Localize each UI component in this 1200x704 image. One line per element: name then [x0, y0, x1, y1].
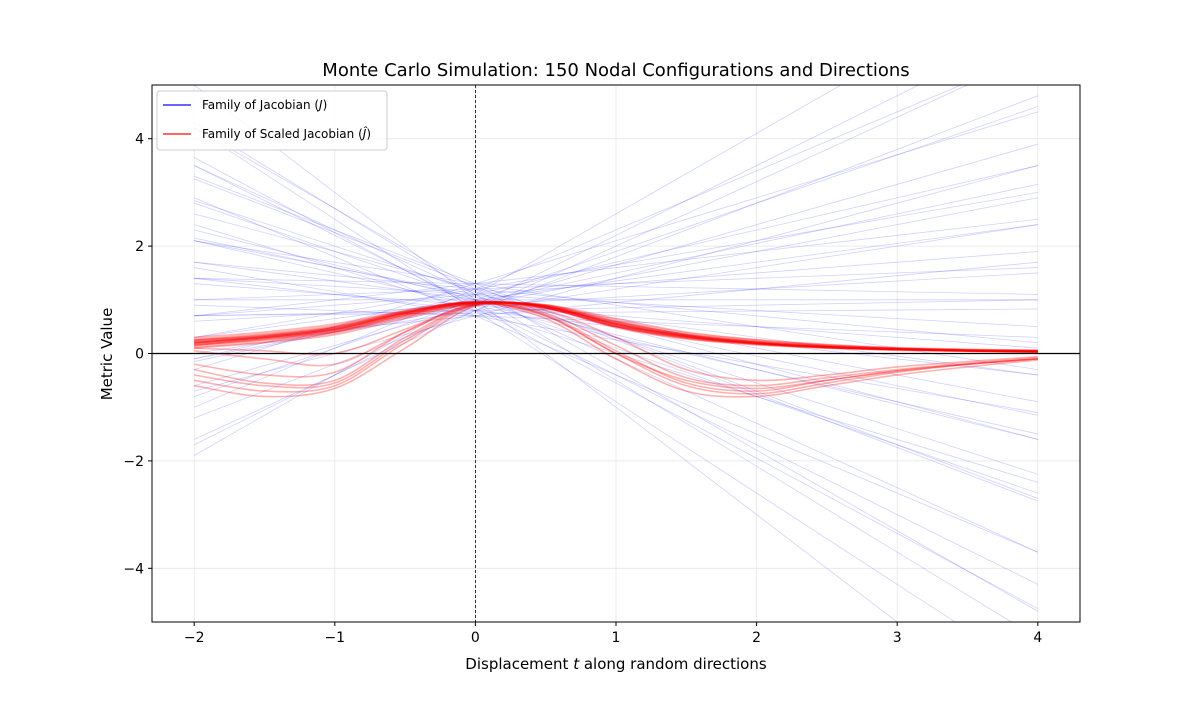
x-tick-label: 2: [752, 630, 761, 646]
jacobian-line: [193, 122, 1013, 622]
legend-label-scaled-jacobian: Family of Scaled Jacobian (Ĵ): [202, 127, 371, 141]
scaled-jacobian-curve: [194, 301, 1038, 352]
jacobian-line: [194, 197, 1038, 360]
jacobian-line: [194, 267, 1038, 301]
y-tick-label: 0: [135, 347, 144, 363]
scaled-jacobian-curve: [194, 301, 1038, 367]
jacobian-line: [194, 267, 1038, 413]
jacobian-line: [194, 197, 1038, 553]
scaled-jacobian-curve: [194, 300, 1038, 353]
jacobian-line: [194, 224, 1038, 354]
legend-box: [156, 90, 388, 151]
chart-title: Monte Carlo Simulation: 150 Nodal Config…: [322, 60, 909, 81]
axis-ticks: −2 −1 0 1 2 3 4 −4 −2 0 2 4: [123, 132, 1042, 646]
jacobian-series: [193, 85, 1039, 622]
jacobian-line: [194, 240, 1038, 435]
jacobian-line: [193, 85, 842, 456]
scaled-jacobian-curve: [194, 300, 1038, 378]
jacobian-line: [194, 299, 1038, 317]
jacobian-line: [194, 165, 1038, 585]
jacobian-line: [194, 106, 1038, 397]
scaled-jacobian-curve: [194, 301, 1038, 386]
scaled-jacobian-curve: [194, 301, 1038, 353]
jacobian-line: [194, 178, 1038, 502]
x-tick-label: 0: [471, 630, 480, 646]
jacobian-line: [194, 240, 1038, 403]
x-axis-label: Displacement t along random directions: [465, 655, 767, 673]
jacobian-line: [194, 251, 1038, 317]
jacobian-line: [194, 304, 1038, 338]
scaled-jacobian-curve: [194, 302, 1038, 387]
jacobian-line: [194, 283, 1038, 349]
jacobian-line: [193, 127, 956, 622]
jacobian-line: [194, 192, 1038, 338]
jacobian-line: [194, 218, 1038, 317]
jacobian-line: [194, 240, 1038, 371]
y-tick-label: 4: [135, 132, 144, 148]
x-tick-label: −1: [324, 630, 345, 646]
jacobian-line: [193, 157, 1039, 609]
y-tick-label: −2: [123, 454, 144, 470]
jacobian-line: [194, 111, 1038, 370]
jacobian-line: [194, 85, 969, 440]
jacobian-line: [194, 261, 1038, 344]
scaled-jacobian-curve: [194, 301, 1038, 352]
jacobian-line: [194, 143, 1038, 387]
jacobian-line: [194, 229, 1038, 440]
scaled-jacobian-curve: [194, 301, 1038, 352]
scaled-jacobian-curve: [194, 301, 1038, 393]
reference-lines: [152, 85, 1080, 622]
x-tick-label: 3: [893, 630, 902, 646]
jacobian-line: [194, 308, 1038, 316]
x-tick-label: −2: [184, 630, 205, 646]
jacobian-line: [194, 175, 1038, 499]
scaled-jacobian-curve: [194, 301, 1038, 398]
scaled-jacobian-curve: [194, 302, 1038, 398]
jacobian-line: [194, 213, 1038, 440]
y-tick-label: 2: [135, 239, 144, 255]
scaled-jacobian-curve: [194, 302, 1038, 382]
jacobian-line: [194, 200, 1038, 475]
scaled-jacobian-curve: [194, 301, 1038, 354]
jacobian-line: [194, 183, 1038, 362]
jacobian-line: [194, 272, 1038, 322]
jacobian-line: [193, 85, 898, 622]
scaled-jacobian-curve: [194, 301, 1038, 352]
jacobian-line: [194, 95, 1038, 419]
y-tick-label: −4: [123, 561, 144, 577]
x-tick-label: 4: [1033, 630, 1042, 646]
jacobian-line: [194, 277, 1038, 376]
jacobian-line: [194, 277, 1038, 295]
jacobian-line: [194, 165, 1038, 553]
scaled-jacobian-curve: [194, 301, 1038, 353]
jacobian-line: [194, 85, 963, 408]
jacobian-line: [194, 277, 1038, 328]
jacobian-line: [194, 85, 920, 446]
y-axis-label: Metric Value: [98, 308, 116, 401]
jacobian-line: [194, 261, 1038, 344]
jacobian-line: [194, 202, 1038, 494]
scaled-jacobian-curve: [194, 301, 1038, 353]
legend-label-jacobian: Family of Jacobian (J): [202, 98, 327, 112]
jacobian-line: [194, 237, 1038, 416]
jacobian-line: [194, 261, 1038, 376]
scaled-jacobian-curve: [194, 300, 1038, 353]
jacobian-line: [194, 224, 1038, 338]
scaled-jacobian-curve: [194, 301, 1038, 353]
scaled-jacobian-curve: [194, 301, 1038, 352]
jacobian-line: [193, 127, 1039, 612]
jacobian-line: [194, 165, 1038, 360]
x-tick-label: 1: [612, 630, 621, 646]
scaled-jacobian-curve: [194, 301, 1038, 392]
legend: Family of Jacobian (J) Family of Scaled …: [156, 90, 388, 151]
